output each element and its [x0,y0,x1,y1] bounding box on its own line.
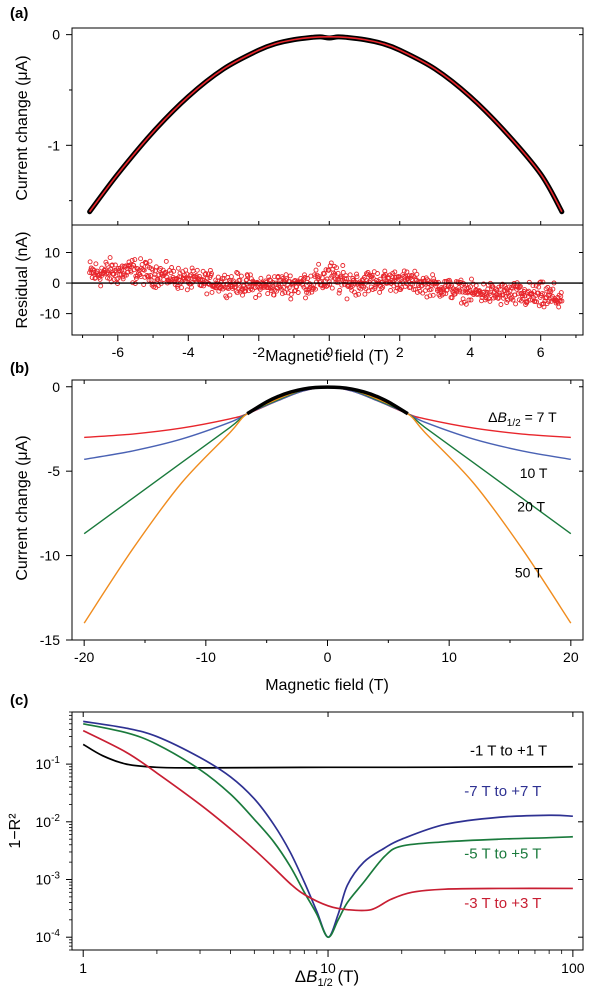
panel-a-label: (a) [10,5,28,22]
xtick-label: 0 [325,344,333,360]
panel-c-xlabel: ΔB1/2 (T) [295,967,359,989]
series-annotation: -1 T to +1 T [470,743,547,760]
panel-a-frame [71,27,584,226]
series-annotation: -5 T to +5 T [464,846,541,863]
ytick-label: 0 [52,275,60,291]
ytick-label: 10-3 [36,871,61,888]
xtick-label: -4 [182,344,195,360]
ytick-label: 10 [44,245,60,261]
series-line-3 [82,729,573,912]
xtick-label: 6 [537,344,545,360]
xtick-label: -2 [253,344,266,360]
xtick-label: 1 [79,960,87,976]
ytick-label: 0 [52,27,60,43]
panel-a: (a) 0 -1 Current change (μA) [10,5,584,226]
xtick-label: 0 [324,649,332,665]
ytick-label: -1 [48,137,61,153]
residual-frame [71,224,584,336]
ytick-label: -15 [40,632,60,648]
series-line-2 [83,722,573,939]
ytick-label: 10-1 [36,755,61,772]
panel-b-label: (b) [10,360,29,377]
series-fit-line [88,36,563,213]
xtick-label: 100 [561,960,585,976]
panel-a-residual: 10 0 -10 -6 -4 -2 0 2 4 6 Residual (nA) Magnetic… [14,224,584,365]
ytick-label: -10 [40,306,60,322]
xtick-label: -10 [196,649,216,665]
residual-ylabel: Residual (nA) [14,232,31,329]
series-annotation: 20 T [517,499,545,515]
xtick-label: 10 [441,649,457,665]
series-measured-line [246,385,409,416]
xtick-label: 20 [563,649,579,665]
series-annotation: -3 T to +3 T [464,895,541,912]
panel-c-ylabel: 1−R² [7,813,24,849]
xtick-label: 4 [466,344,474,360]
ytick-label: -10 [40,548,60,564]
ytick-label: -5 [48,463,61,479]
panel-c: (c) 10-1 10-2 10-3 10-4 1 10 100 -1 T to +1 T… [7,692,585,989]
series-annotation: ΔB1/2 = 7 T [488,409,557,429]
panel-b-ylabel: Current change (μA) [14,435,31,580]
panel-b: (b) 0 -5 -10 -15 -20 -10 0 10 20 ΔB1/2 = 7 T 10 … [10,360,584,694]
ytick-label: 10-4 [36,928,61,945]
panel-c-label: (c) [10,692,28,709]
ytick-label: 10-2 [36,813,61,830]
series-annotation: -7 T to +7 T [464,783,541,800]
series-annotation: 10 T [520,465,548,481]
panel-a-ylabel: Current change (μA) [14,55,31,200]
xtick-label: -20 [74,649,94,665]
series-line-0 [82,743,573,769]
panel-a-xlabel: Magnetic field (T) [265,348,389,365]
series-annotation: 50 T [515,565,543,581]
ytick-label: 0 [52,379,60,395]
xtick-label: -6 [112,344,125,360]
panel-b-xlabel: Magnetic field (T) [265,677,389,694]
residual-points [87,255,565,310]
xtick-label: 10 [320,960,336,976]
xtick-label: 2 [396,344,404,360]
